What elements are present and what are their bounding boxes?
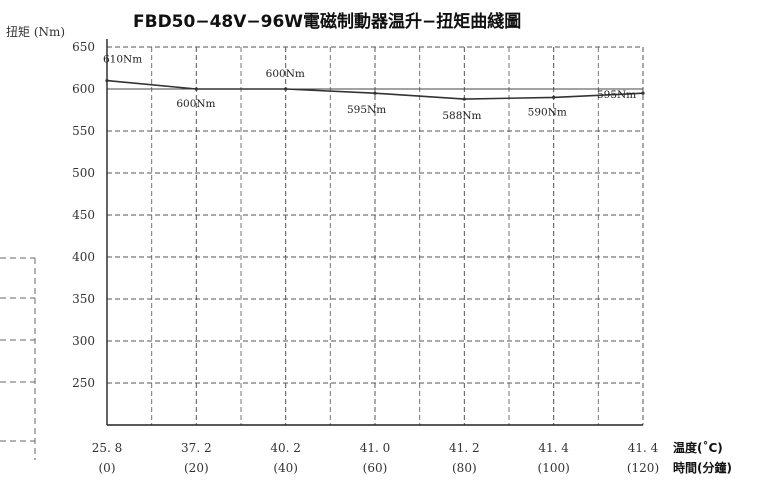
x-axis-label-temperature: 温度(˚C) — [673, 440, 723, 455]
x-tick-label-time: (0) — [99, 461, 116, 475]
data-label: 610Nm — [103, 54, 142, 66]
x-tick-label-time: (40) — [273, 461, 298, 475]
x-tick-label-time: (20) — [184, 461, 209, 475]
data-label: 595Nm — [347, 104, 386, 116]
y-tick-label: 500 — [72, 166, 95, 180]
data-label: 600Nm — [266, 68, 305, 80]
x-tick-label-temperature: 25. 8 — [92, 441, 123, 455]
y-tick-label: 550 — [72, 124, 95, 138]
data-point — [105, 79, 109, 83]
x-tick-label-time: (80) — [452, 461, 477, 475]
x-tick-label-time: (120) — [627, 461, 659, 475]
y-tick-label: 300 — [72, 334, 95, 348]
x-tick-label-temperature: 41. 0 — [360, 441, 391, 455]
y-tick-label: 250 — [72, 376, 95, 390]
y-tick-label: 450 — [72, 208, 95, 222]
x-tick-label-temperature: 37. 2 — [181, 441, 212, 455]
x-tick-label-time: (60) — [363, 461, 388, 475]
y-tick-label: 350 — [72, 292, 95, 306]
data-point — [641, 91, 645, 95]
chart-title: FBD50−48V−96W電磁制動器温升−扭矩曲綫圖 — [133, 11, 521, 32]
y-tick-label: 400 — [72, 250, 95, 264]
data-label: 595Nm — [597, 89, 636, 101]
x-tick-label-temperature: 40. 2 — [270, 441, 301, 455]
data-point — [462, 97, 466, 101]
data-label: 600Nm — [176, 98, 215, 110]
plot-area: 650 600 550 500 450 400 350 300 250 25. 8 (0) 37. 2… — [72, 39, 659, 475]
y-axis-label: 扭矩 (Nm) — [6, 25, 65, 39]
y-tick-label: 650 — [72, 40, 95, 54]
data-point — [194, 87, 198, 91]
x-axis-label-time: 時間(分鐘) — [673, 460, 732, 475]
data-label: 590Nm — [528, 106, 567, 118]
data-point — [373, 91, 377, 95]
y-tick-label: 600 — [72, 82, 95, 96]
data-point — [284, 87, 288, 91]
x-tick-label-temperature: 41. 4 — [628, 441, 659, 455]
x-tick-label-temperature: 41. 2 — [449, 441, 480, 455]
x-tick-label-temperature: 41. 4 — [538, 441, 569, 455]
data-label: 588Nm — [442, 110, 481, 122]
left-dashed-bracket — [0, 257, 36, 460]
data-point — [552, 95, 556, 99]
x-tick-label-time: (100) — [538, 461, 570, 475]
